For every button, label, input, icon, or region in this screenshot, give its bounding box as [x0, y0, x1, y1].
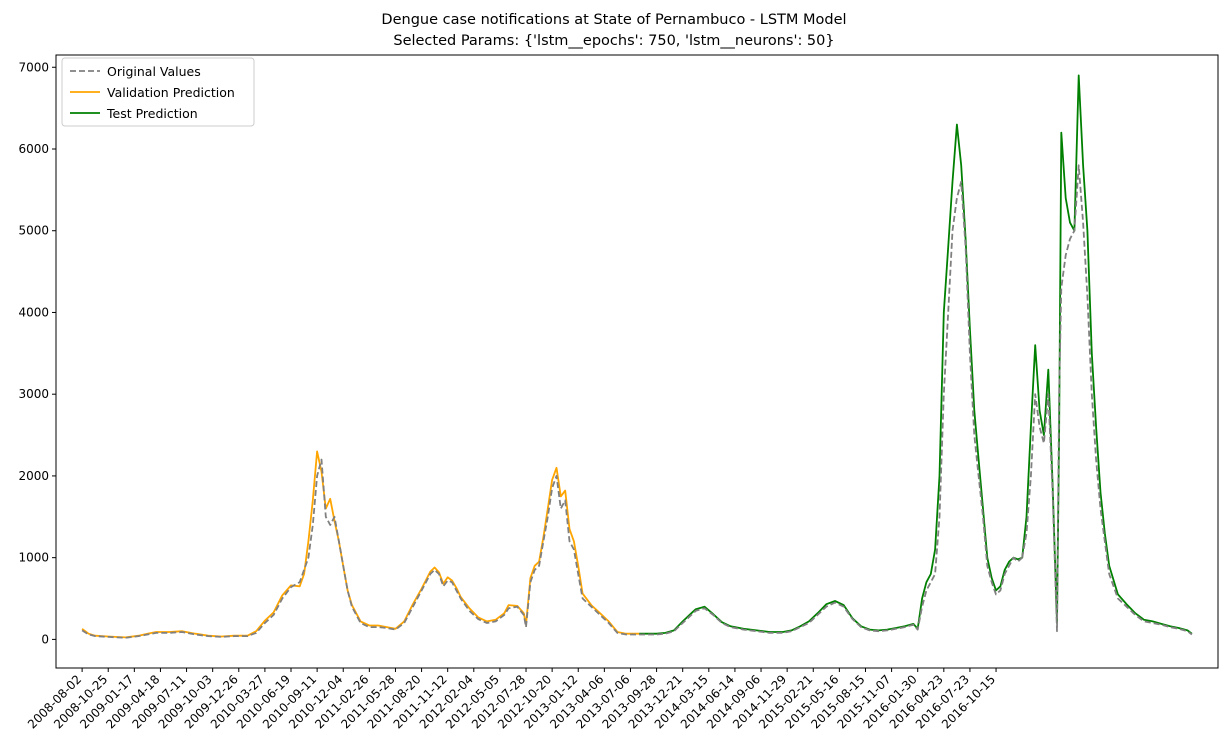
y-tick-label: 3000: [18, 387, 49, 401]
series-line-test-prediction: [639, 74, 1193, 635]
legend-label-test: Test Prediction: [106, 106, 198, 121]
y-tick-label: 5000: [18, 224, 49, 238]
y-tick-label: 2000: [18, 469, 49, 483]
legend-box: [61, 57, 255, 127]
legend: Original Values Validation Prediction Te…: [61, 57, 255, 127]
chart-title: Dengue case notifications at State of Pe…: [381, 12, 846, 28]
series-line-original-values-continued: [1021, 164, 1193, 636]
axes-frame: [55, 54, 1219, 669]
chart-subtitle: Selected Params: {'lstm__epochs': 750, '…: [393, 33, 834, 49]
y-tick-label: 1000: [18, 551, 49, 565]
series-line-validation-prediction: [81, 450, 640, 639]
legend-label-validation: Validation Prediction: [107, 85, 235, 100]
y-tick-label: 6000: [18, 142, 49, 156]
y-tick-label: 4000: [18, 305, 49, 319]
series-line-original-values: [81, 180, 1023, 639]
y-tick-label: 7000: [18, 60, 49, 74]
legend-label-original: Original Values: [107, 64, 201, 79]
plot-area: 010002000300040005000600070002008-08-022…: [18, 54, 1219, 731]
y-tick-label: 0: [41, 632, 49, 646]
